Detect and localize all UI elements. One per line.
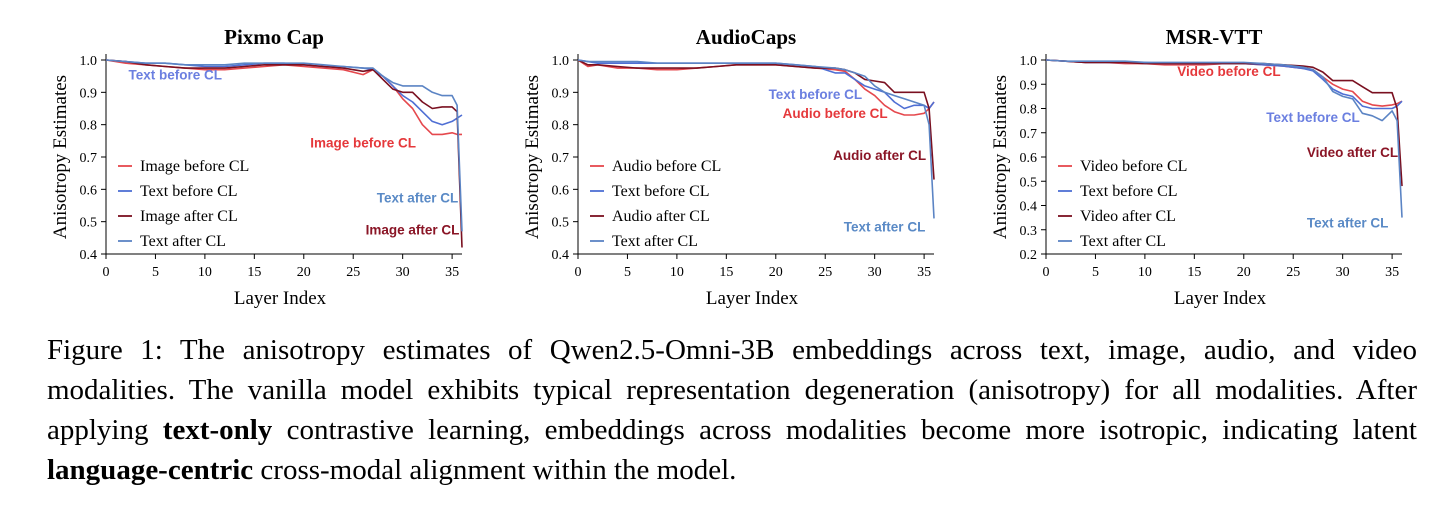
x-tick-label: 5 — [152, 265, 159, 280]
y-tick-label: 0.8 — [80, 119, 98, 134]
x-tick-label: 30 — [1336, 265, 1350, 280]
x-tick-label: 15 — [1187, 265, 1201, 280]
y-tick-label: 0.5 — [552, 216, 570, 231]
x-tick-label: 20 — [1237, 265, 1251, 280]
x-tick-label: 15 — [719, 265, 733, 280]
x-tick-label: 35 — [917, 265, 931, 280]
x-tick-label: 0 — [103, 265, 110, 280]
x-tick-label: 10 — [670, 265, 684, 280]
annotation-label: Text before CL — [1266, 110, 1360, 125]
y-tick-label: 0.3 — [1020, 224, 1038, 239]
x-tick-label: 30 — [868, 265, 882, 280]
annotation-label: Audio after CL — [833, 148, 926, 163]
y-tick-label: 0.6 — [552, 183, 570, 198]
annotation-label: Video after CL — [1307, 145, 1398, 160]
x-tick-label: 30 — [396, 265, 410, 280]
y-tick-label: 0.5 — [1020, 175, 1038, 190]
caption-text-1: Figure 1: The anisotropy estimates of Qw… — [47, 334, 1417, 446]
x-axis-label: Layer Index — [234, 288, 327, 309]
x-tick-label: 35 — [445, 265, 459, 280]
figure: Pixmo Cap 0 5 10 15 20 25 30 35 0.4 0.5 0.6 0.7 0.8 0.… — [18, 0, 1438, 320]
x-tick-label: 25 — [1286, 265, 1300, 280]
legend-label: Audio after CL — [612, 208, 710, 225]
y-tick-label: 0.4 — [552, 248, 570, 263]
chart-title: MSR-VTT — [1166, 25, 1263, 49]
x-tick-label: 10 — [1138, 265, 1152, 280]
chart-audiocaps: AudioCaps 0 5 10 15 20 25 30 35 0.4 0.5 0.6 0.7 0.8 0.… — [490, 0, 970, 320]
y-tick-label: 1.0 — [80, 54, 98, 69]
chart-svg: Pixmo Cap 0 5 10 15 20 25 30 35 0.4 0.5 0.6 0.7 0.8 0.… — [50, 25, 463, 309]
chart-svg: AudioCaps 0 5 10 15 20 25 30 35 0.4 0.5 0.6 0.7 0.8 0.… — [522, 25, 935, 309]
annotation-label: Audio before CL — [783, 106, 888, 121]
series-line — [1045, 59, 1403, 218]
series-line — [577, 59, 935, 180]
legend-label: Text after CL — [612, 233, 698, 250]
legend-label: Text before CL — [612, 183, 710, 200]
chart-svg: MSR-VTT 0 5 10 15 20 25 30 35 0.2 0.3 0.4 0.5 0.6 0.7 0… — [990, 25, 1403, 309]
legend-label: Image after CL — [140, 208, 238, 225]
annotation-label: Image after CL — [366, 223, 460, 238]
chart-title: Pixmo Cap — [224, 25, 324, 49]
y-tick-label: 0.6 — [1020, 151, 1038, 166]
annotation-label: Text before CL — [769, 87, 863, 102]
x-tick-label: 15 — [247, 265, 261, 280]
y-tick-label: 0.7 — [80, 151, 98, 166]
x-tick-label: 25 — [818, 265, 832, 280]
legend-label: Text after CL — [140, 233, 226, 250]
x-tick-label: 35 — [1385, 265, 1399, 280]
annotation-label: Text after CL — [844, 219, 926, 234]
caption-bold-language-centric: language-centric — [47, 454, 254, 486]
annotation-label: Video before CL — [1177, 64, 1280, 79]
y-axis-label: Anisotropy Estimates — [50, 75, 71, 239]
y-tick-label: 0.9 — [552, 86, 570, 101]
y-tick-label: 1.0 — [552, 54, 570, 69]
chart-title: AudioCaps — [696, 25, 796, 49]
chart-pixmo-cap: Pixmo Cap 0 5 10 15 20 25 30 35 0.4 0.5 0.6 0.7 0.8 0.… — [18, 0, 498, 320]
y-tick-label: 0.5 — [80, 216, 98, 231]
y-tick-label: 1.0 — [1020, 54, 1038, 69]
x-tick-label: 10 — [198, 265, 212, 280]
y-tick-label: 0.9 — [1020, 78, 1038, 93]
x-axis-label: Layer Index — [706, 288, 799, 309]
legend-label: Text before CL — [1080, 183, 1178, 200]
caption-text-2: contrastive learning, embeddings across … — [272, 414, 1417, 446]
y-axis-label: Anisotropy Estimates — [990, 75, 1011, 239]
annotation-label: Image before CL — [310, 135, 416, 150]
y-tick-label: 0.2 — [1020, 248, 1038, 263]
x-tick-label: 25 — [346, 265, 360, 280]
y-tick-label: 0.8 — [1020, 103, 1038, 118]
x-tick-label: 0 — [1043, 265, 1050, 280]
series-line — [105, 59, 463, 248]
legend-label: Image before CL — [140, 158, 249, 175]
y-tick-label: 0.7 — [1020, 127, 1038, 142]
y-tick-label: 0.4 — [80, 248, 98, 263]
annotation-label: Text before CL — [128, 67, 222, 82]
x-tick-label: 0 — [575, 265, 582, 280]
annotation-label: Text after CL — [1307, 215, 1389, 230]
y-tick-label: 0.6 — [80, 183, 98, 198]
caption-text-3: cross-modal alignment within the model. — [253, 454, 737, 486]
y-tick-label: 0.7 — [552, 151, 570, 166]
y-axis-label: Anisotropy Estimates — [522, 75, 543, 239]
legend-label: Video after CL — [1080, 208, 1176, 225]
figure-caption: Figure 1: The anisotropy estimates of Qw… — [47, 330, 1417, 490]
y-tick-label: 0.8 — [552, 119, 570, 134]
legend-label: Text after CL — [1080, 233, 1166, 250]
chart-msr-vtt: MSR-VTT 0 5 10 15 20 25 30 35 0.2 0.3 0.4 0.5 0.6 0.7 0… — [958, 0, 1438, 320]
series-line — [105, 59, 463, 232]
x-tick-label: 20 — [769, 265, 783, 280]
y-tick-label: 0.4 — [1020, 200, 1038, 215]
legend-label: Audio before CL — [612, 158, 721, 175]
series-line — [577, 59, 935, 219]
caption-bold-text-only: text-only — [162, 414, 273, 446]
x-tick-label: 5 — [1092, 265, 1099, 280]
y-tick-label: 0.9 — [80, 86, 98, 101]
legend-label: Video before CL — [1080, 158, 1187, 175]
x-axis-label: Layer Index — [1174, 288, 1267, 309]
x-tick-label: 20 — [297, 265, 311, 280]
annotation-label: Text after CL — [377, 190, 459, 205]
x-tick-label: 5 — [624, 265, 631, 280]
legend-label: Text before CL — [140, 183, 238, 200]
